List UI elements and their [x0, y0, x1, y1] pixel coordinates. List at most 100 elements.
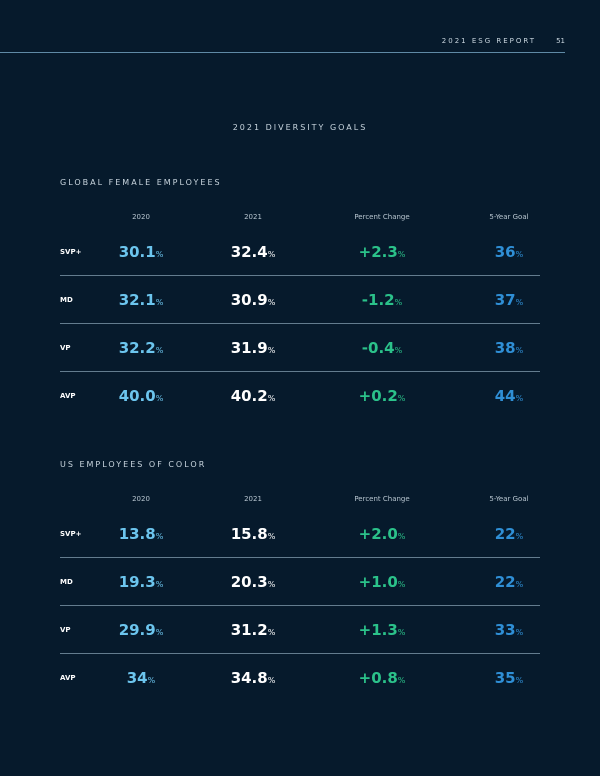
column-header-value-2020: 2020 — [132, 213, 150, 221]
percent-sign: % — [267, 580, 276, 589]
value-2021-value: 30.9 — [230, 291, 268, 309]
percent-sign: % — [155, 628, 164, 637]
value-2021-cell: 34.8% — [193, 655, 313, 704]
percent-sign: % — [155, 394, 164, 403]
row-label: VP — [60, 626, 71, 634]
value-2020-cell: 19.3% — [81, 559, 201, 608]
value-2021-cell: 15.8% — [193, 511, 313, 560]
percent-change-value: +2.3 — [358, 243, 398, 261]
percent-sign: % — [155, 250, 164, 259]
percent-sign: % — [515, 580, 524, 589]
percent-change-value: -0.4 — [361, 339, 395, 357]
section-title: US EMPLOYEES OF COLOR — [60, 460, 207, 469]
table-row: SVP+ 13.8% 15.8% +2.0% 22% — [0, 511, 600, 557]
five-year-goal-cell: 33% — [449, 607, 569, 656]
percent-change-cell: +0.2% — [322, 373, 442, 422]
percent-change-value: +0.2 — [358, 387, 398, 405]
percent-change-cell: +1.0% — [322, 559, 442, 608]
value-2021-cell: 30.9% — [193, 277, 313, 326]
page-number: 51 — [556, 37, 565, 45]
row-label: SVP+ — [60, 530, 82, 538]
percent-sign: % — [267, 346, 276, 355]
table-row: AVP 34% 34.8% +0.8% 35% — [0, 655, 600, 701]
value-2020-value: 32.1 — [118, 291, 156, 309]
section-title: GLOBAL FEMALE EMPLOYEES — [60, 178, 222, 187]
table-row: AVP 40.0% 40.2% +0.2% 44% — [0, 373, 600, 419]
value-2021-cell: 31.9% — [193, 325, 313, 374]
table-row: SVP+ 30.1% 32.4% +2.3% 36% — [0, 229, 600, 275]
percent-sign: % — [397, 250, 406, 259]
percent-change-value: +0.8 — [358, 669, 398, 687]
five-year-goal-cell: 36% — [449, 229, 569, 278]
percent-sign: % — [515, 298, 524, 307]
percent-sign: % — [155, 580, 164, 589]
percent-change-value: +1.0 — [358, 573, 398, 591]
five-year-goal-value: 22 — [494, 525, 516, 543]
value-2021-cell: 32.4% — [193, 229, 313, 278]
five-year-goal-value: 36 — [494, 243, 516, 261]
header-rule — [0, 52, 565, 53]
column-header-percent-change: Percent Change — [354, 213, 410, 221]
percent-sign: % — [515, 394, 524, 403]
value-2021-value: 20.3 — [230, 573, 268, 591]
column-header-five-year-goal: 5-Year Goal — [489, 213, 529, 221]
percent-change-cell: +2.3% — [322, 229, 442, 278]
value-2020-value: 30.1 — [118, 243, 156, 261]
percent-sign: % — [397, 394, 406, 403]
percent-sign: % — [155, 298, 164, 307]
percent-sign: % — [515, 346, 524, 355]
percent-sign: % — [155, 346, 164, 355]
value-2020-cell: 40.0% — [81, 373, 201, 422]
value-2020-value: 32.2 — [118, 339, 156, 357]
row-label: MD — [60, 578, 73, 586]
percent-sign: % — [397, 628, 406, 637]
value-2020-value: 29.9 — [118, 621, 156, 639]
value-2020-value: 19.3 — [118, 573, 156, 591]
row-divider — [60, 557, 540, 558]
value-2020-cell: 34% — [81, 655, 201, 704]
value-2020-value: 40.0 — [118, 387, 156, 405]
five-year-goal-value: 35 — [494, 669, 516, 687]
percent-sign: % — [397, 676, 406, 685]
five-year-goal-cell: 38% — [449, 325, 569, 374]
five-year-goal-value: 33 — [494, 621, 516, 639]
five-year-goal-cell: 37% — [449, 277, 569, 326]
percent-change-cell: +0.8% — [322, 655, 442, 704]
row-divider — [60, 371, 540, 372]
row-divider — [60, 605, 540, 606]
percent-sign: % — [394, 346, 403, 355]
percent-sign: % — [515, 676, 524, 685]
percent-sign: % — [267, 394, 276, 403]
table-row: MD 32.1% 30.9% -1.2% 37% — [0, 277, 600, 323]
percent-sign: % — [515, 250, 524, 259]
value-2021-cell: 20.3% — [193, 559, 313, 608]
value-2021-value: 31.9 — [230, 339, 268, 357]
five-year-goal-value: 44 — [494, 387, 516, 405]
five-year-goal-cell: 22% — [449, 511, 569, 560]
column-header-value-2021: 2021 — [244, 495, 262, 503]
row-label: AVP — [60, 392, 76, 400]
row-divider — [60, 275, 540, 276]
five-year-goal-value: 22 — [494, 573, 516, 591]
value-2021-value: 31.2 — [230, 621, 268, 639]
table-row: MD 19.3% 20.3% +1.0% 22% — [0, 559, 600, 605]
five-year-goal-value: 38 — [494, 339, 516, 357]
percent-sign: % — [397, 532, 406, 541]
five-year-goal-value: 37 — [494, 291, 516, 309]
value-2020-cell: 29.9% — [81, 607, 201, 656]
value-2021-cell: 40.2% — [193, 373, 313, 422]
value-2021-value: 32.4 — [230, 243, 268, 261]
value-2020-cell: 13.8% — [81, 511, 201, 560]
column-header-value-2021: 2021 — [244, 213, 262, 221]
value-2020-cell: 32.1% — [81, 277, 201, 326]
percent-sign: % — [267, 628, 276, 637]
value-2020-cell: 30.1% — [81, 229, 201, 278]
percent-sign: % — [267, 250, 276, 259]
value-2021-cell: 31.2% — [193, 607, 313, 656]
percent-change-cell: +2.0% — [322, 511, 442, 560]
page-title: 2021 DIVERSITY GOALS — [232, 123, 368, 132]
report-title: 2021 ESG REPORT — [441, 37, 536, 45]
value-2021-value: 34.8 — [230, 669, 268, 687]
row-label: AVP — [60, 674, 76, 682]
percent-change-cell: -1.2% — [322, 277, 442, 326]
